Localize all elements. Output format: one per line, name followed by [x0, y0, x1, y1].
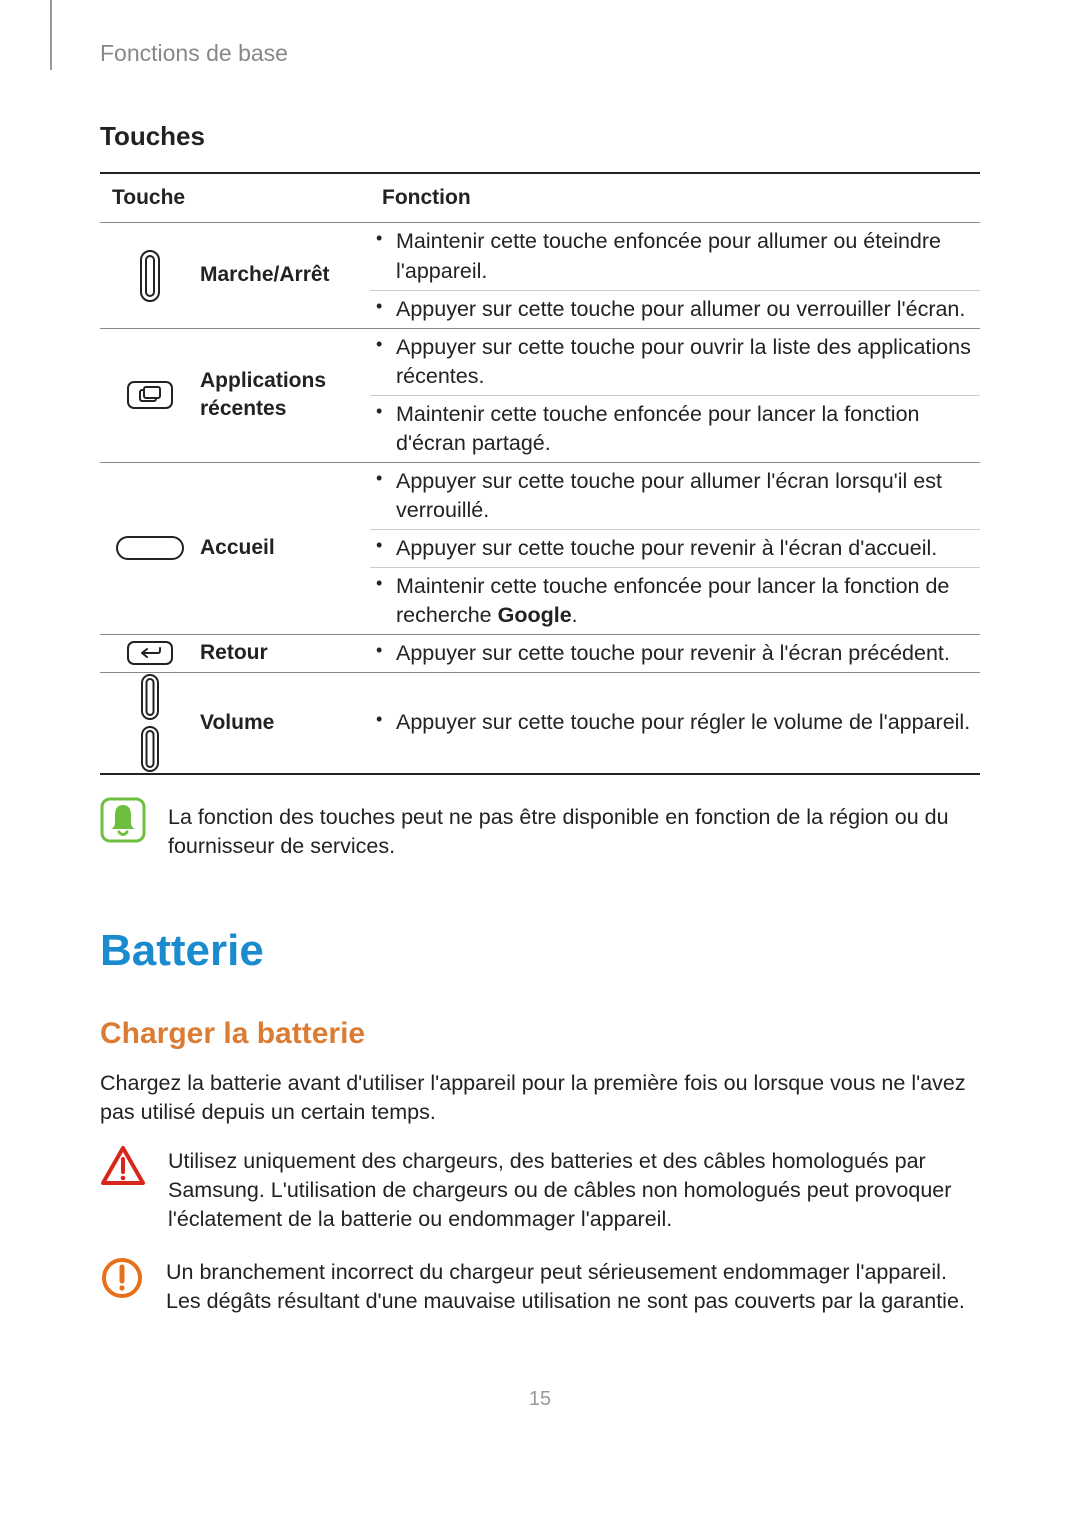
charger-heading: Charger la batterie	[100, 1014, 980, 1055]
warning-circle-icon	[100, 1256, 144, 1300]
power-key-icon	[100, 223, 200, 328]
charger-paragraph: Chargez la batterie avant d'utiliser l'a…	[100, 1069, 980, 1127]
row-name-back: Retour	[200, 634, 370, 672]
keys-table: Touche Fonction Marche/Arrêt Maintenir c…	[100, 172, 980, 775]
row-name-volume: Volume	[200, 672, 370, 774]
col-touche: Touche	[100, 173, 370, 223]
warning-red-text: Utilisez uniquement des chargeurs, des b…	[168, 1145, 980, 1234]
func-text: Appuyer sur cette touche pour allumer l'…	[370, 463, 980, 529]
func-text: Maintenir cette touche enfoncée pour all…	[370, 223, 980, 289]
page-number: 15	[100, 1386, 980, 1413]
home-key-icon	[100, 462, 200, 634]
func-text: Appuyer sur cette touche pour revenir à …	[370, 635, 980, 672]
note-text: La fonction des touches peut ne pas être…	[168, 797, 980, 861]
warning-red-block: Utilisez uniquement des chargeurs, des b…	[100, 1145, 980, 1234]
row-name-home: Accueil	[200, 462, 370, 634]
func-text: Maintenir cette touche enfoncée pour lan…	[370, 396, 980, 462]
warning-orange-text: Un branchement incorrect du chargeur peu…	[166, 1256, 980, 1316]
breadcrumb: Fonctions de base	[100, 38, 980, 69]
note-block: La fonction des touches peut ne pas être…	[100, 797, 980, 861]
warning-triangle-icon	[100, 1145, 146, 1187]
func-text: Appuyer sur cette touche pour revenir à …	[370, 530, 980, 567]
row-name-power: Marche/Arrêt	[200, 223, 370, 328]
touches-heading: Touches	[100, 119, 980, 154]
batterie-heading: Batterie	[100, 921, 980, 980]
col-fonction: Fonction	[370, 173, 980, 223]
recent-key-icon	[100, 328, 200, 462]
func-text: Appuyer sur cette touche pour allumer ou…	[370, 291, 980, 328]
back-key-icon	[100, 634, 200, 672]
warning-orange-block: Un branchement incorrect du chargeur peu…	[100, 1256, 980, 1316]
func-text: Maintenir cette touche enfoncée pour lan…	[370, 568, 980, 634]
bell-note-icon	[100, 797, 146, 843]
func-text: Appuyer sur cette touche pour régler le …	[370, 704, 980, 741]
func-text: Appuyer sur cette touche pour ouvrir la …	[370, 329, 980, 395]
row-name-recent: Applications récentes	[200, 328, 370, 462]
volume-key-icon	[100, 672, 200, 774]
